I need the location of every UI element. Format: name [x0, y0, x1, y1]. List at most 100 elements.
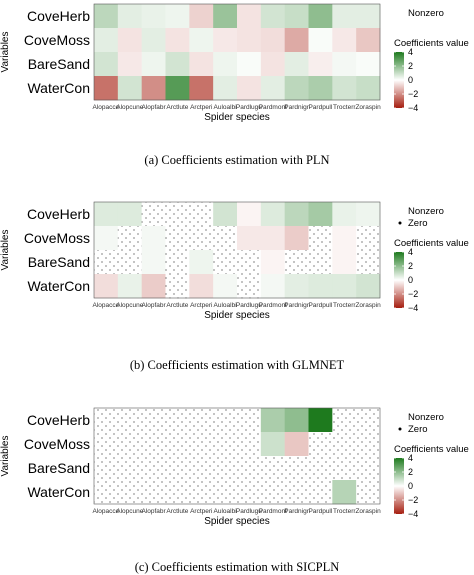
heatmap-cell	[189, 202, 214, 227]
legend-tick-label: 4	[408, 47, 413, 57]
heatmap-cell	[213, 52, 238, 77]
heatmap-cell	[117, 28, 142, 53]
heatmap-cell	[94, 274, 119, 299]
heatmap-cell	[284, 4, 309, 29]
heatmap-cell	[237, 250, 262, 275]
column-label: Pardnigr	[284, 508, 309, 515]
heatmap-cell	[284, 456, 309, 481]
heatmap-cell	[356, 202, 381, 227]
heatmap-cell	[141, 226, 166, 251]
heatmap-cell	[308, 456, 333, 481]
heatmap-cell	[141, 4, 166, 29]
legend-tick-label: 4	[408, 453, 413, 463]
heatmap-cell	[165, 480, 190, 505]
heatmap-cell	[117, 76, 142, 101]
heatmap-cell	[165, 250, 190, 275]
y-axis-title: Variables	[0, 436, 11, 477]
legend-tick-label: 0	[408, 275, 413, 285]
heatmap-cell	[284, 28, 309, 53]
legend-title: Coefficients value	[394, 38, 469, 49]
heatmap-cell	[308, 274, 333, 299]
column-label: Arctperi	[190, 508, 212, 515]
heatmap-cell	[165, 52, 190, 77]
heatmap-cell	[356, 226, 381, 251]
column-label: Alopacce	[93, 508, 120, 515]
y-axis-title: Variables	[0, 32, 11, 73]
heatmap-cell	[237, 274, 262, 299]
column-label: Arctperi	[190, 104, 212, 111]
heatmap-cell	[141, 432, 166, 457]
x-axis-title: Spider species	[204, 516, 270, 527]
heatmap-cell	[213, 432, 238, 457]
column-label: Alopacce	[93, 104, 120, 111]
heatmap-cell	[237, 52, 262, 77]
heatmap-cell	[117, 52, 142, 77]
heatmap-cell	[189, 76, 214, 101]
heatmap-cell	[189, 28, 214, 53]
heatmap-cell	[165, 76, 190, 101]
heatmap-cell	[260, 202, 285, 227]
column-label: Pardpull	[308, 508, 332, 515]
legend-nonzero-label: Nonzero	[408, 412, 444, 423]
figure-caption: (b) Coefficients estimation with GLMNET	[130, 358, 345, 372]
heatmap-cell	[237, 4, 262, 29]
heatmap-cell	[356, 432, 381, 457]
column-label: Auloalbi	[214, 104, 237, 111]
heatmap-cell	[308, 250, 333, 275]
heatmap-cell	[237, 432, 262, 457]
heatmap-cell	[117, 480, 142, 505]
heatmap-cell	[213, 250, 238, 275]
legend-title: Coefficients value	[394, 238, 469, 249]
row-label: WaterCon	[27, 80, 90, 96]
legend-title: Coefficients value	[394, 444, 469, 455]
heatmap-cell	[189, 274, 214, 299]
heatmap-cell	[260, 76, 285, 101]
heatmap-cell	[141, 480, 166, 505]
heatmap-cell	[213, 408, 238, 433]
legend-tick-label: 0	[408, 75, 413, 85]
plot-frame	[93, 201, 381, 299]
column-label: Arctlute	[166, 508, 188, 515]
heatmap-cell	[94, 4, 119, 29]
column-label: Auloalbi	[214, 508, 237, 515]
row-label: WaterCon	[27, 278, 90, 294]
heatmap-cell	[237, 456, 262, 481]
heatmap-cell	[141, 456, 166, 481]
heatmap-cell	[260, 250, 285, 275]
row-label: BareSand	[28, 254, 90, 270]
heatmap-cell	[165, 274, 190, 299]
heatmap-cell	[189, 250, 214, 275]
heatmap-cell	[308, 226, 333, 251]
heatmap-panel-2: CoveHerb CoveMoss BareSand WaterCon Variable…	[0, 201, 469, 372]
heatmap-cell	[94, 480, 119, 505]
legend-tick-label: 0	[408, 481, 413, 491]
row-label: WaterCon	[27, 484, 90, 500]
y-axis-title: Variables	[0, 230, 11, 271]
figure-caption: (a) Coefficients estimation with PLN	[144, 153, 329, 167]
heatmap-cell	[308, 4, 333, 29]
column-label: Pardpull	[308, 302, 332, 309]
zero-legend-dot	[398, 427, 402, 431]
legend-tick-label: 2	[408, 261, 413, 271]
heatmap-cell	[308, 202, 333, 227]
heatmap-cell	[141, 52, 166, 77]
heatmap-cell	[141, 76, 166, 101]
column-label: Alopacce	[93, 302, 120, 309]
heatmap-cell	[117, 226, 142, 251]
heatmap-cell	[94, 456, 119, 481]
row-label: CoveHerb	[27, 412, 90, 428]
heatmap-cell	[189, 52, 214, 77]
heatmap-cell	[332, 456, 357, 481]
column-label: Zoraspin	[355, 508, 381, 515]
heatmap-cell	[332, 28, 357, 53]
x-axis-title: Spider species	[204, 310, 270, 321]
heatmap-cell	[117, 202, 142, 227]
heatmap-cell	[189, 432, 214, 457]
column-label: Alopcune	[116, 302, 143, 309]
row-label: BareSand	[28, 56, 90, 72]
heatmap-cell	[141, 250, 166, 275]
heatmap-cell	[237, 76, 262, 101]
heatmap-cell	[356, 480, 381, 505]
column-label: Zoraspin	[355, 104, 381, 111]
